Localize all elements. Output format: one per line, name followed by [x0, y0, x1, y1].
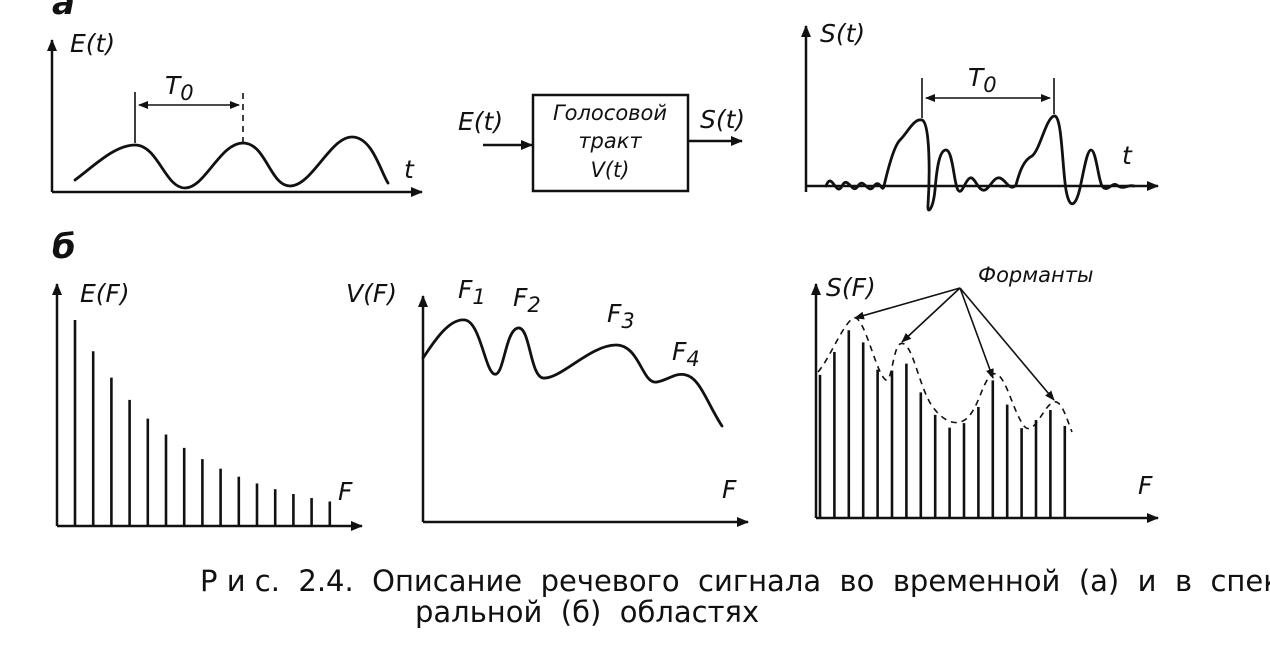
tract-response-graph: V(F) F F1 F2 F3 F4	[346, 275, 749, 527]
panel-label-a: а	[52, 0, 75, 23]
vf-axis-label: V(F)	[346, 279, 397, 308]
st-x-label: t	[1122, 141, 1133, 170]
et-axis-label: E(t)	[70, 29, 115, 58]
formant-arrow-4	[959, 287, 1055, 401]
formant-arrow-3	[959, 287, 994, 379]
vf-peak-f1: F1	[458, 275, 486, 309]
input-signal-graph: E(t) t T0	[47, 29, 423, 197]
vf-x-label: F	[722, 475, 737, 504]
block-input-label: E(t)	[458, 107, 503, 136]
vf-peak-f3: F3	[607, 299, 635, 333]
ef-harmonic-lines	[73, 320, 332, 526]
panel-label-b: б	[52, 227, 76, 267]
vf-peak-f2: F2	[513, 283, 541, 317]
vf-response-curve	[421, 318, 724, 428]
vocal-tract-block-diagram: E(t) Голосовой тракт V(t) S(t)	[458, 93, 745, 193]
source-spectrum-graph: E(F) F	[52, 279, 363, 531]
et-waveform	[73, 135, 390, 190]
formant-arrow-2	[901, 287, 961, 343]
formants-label: Форманты	[978, 263, 1094, 287]
output-signal-graph: S(t) t T0	[801, 19, 1159, 212]
st-period-label: T0	[968, 63, 997, 97]
figure-caption-line-1: Р и с. 2.4. Описание речевого сигнала во…	[200, 564, 1270, 598]
output-spectrum-graph: S(F) F Форманты	[811, 263, 1159, 523]
ef-axis-label: E(F)	[80, 279, 130, 308]
vocal-tract-box	[531, 93, 690, 193]
et-period-label: T0	[165, 71, 194, 105]
st-waveform	[824, 114, 1136, 212]
formant-arrow-1	[854, 287, 961, 320]
block-line-1: Голосовой	[553, 101, 667, 125]
sf-harmonic-lines	[818, 330, 1067, 518]
ef-x-label: F	[338, 477, 353, 506]
vf-peak-f4: F4	[672, 337, 700, 371]
et-x-label: t	[404, 155, 415, 184]
block-output-label: S(t)	[700, 105, 745, 134]
st-axis-label: S(t)	[820, 19, 865, 48]
block-line-3: V(t)	[591, 158, 630, 182]
sf-envelope	[817, 317, 1073, 433]
figure-caption-line-2: ральной (б) областях	[415, 595, 759, 629]
sf-axis-label: S(F)	[826, 273, 876, 302]
sf-x-label: F	[1138, 471, 1153, 500]
block-line-2: тракт	[578, 129, 642, 153]
